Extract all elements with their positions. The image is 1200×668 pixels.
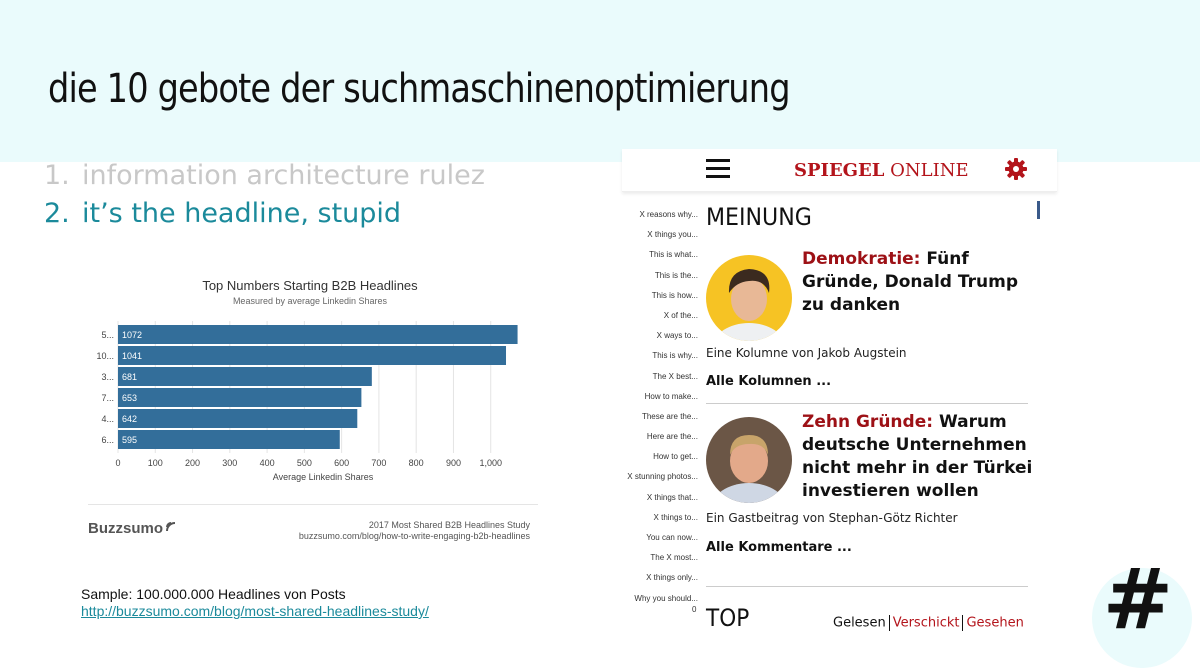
x-tick-label: 100 [148,458,163,468]
headline-phrase: X things only... [646,573,698,583]
x-axis-label: Average Linkedin Shares [273,472,374,482]
list-text: information architecture rulez [82,160,485,191]
list-number: 2. [44,198,70,229]
headline-phrase: This is what... [649,250,698,260]
separator [706,586,1028,587]
article-byline: Ein Gastbeitrag von Stephan-Götz Richter [706,511,958,525]
bar [118,388,362,407]
headline-phrase: X stunning photos... [627,472,698,482]
category-label: 4... [101,414,114,424]
chart-title: Top Numbers Starting B2B Headlines [202,278,418,293]
article-byline: Eine Kolumne von Jakob Augstein [706,346,907,360]
headline-phrase: X things to... [653,512,698,522]
headline-phrase: X things you... [647,230,698,240]
hashtag-badge-bg [1092,568,1192,668]
bar-value-label: 595 [122,435,137,445]
bar-value-label: 642 [122,414,137,424]
bar [118,367,372,386]
headline-phrase: The X best... [652,371,698,381]
bar-value-label: 681 [122,372,137,382]
x-tick-label: 0 [115,458,120,468]
slide-title: die 10 gebote der suchmaschinenoptimieru… [48,66,791,112]
author-avatar[interactable] [706,255,792,341]
category-label: 5... [101,330,114,340]
gear-icon[interactable] [1004,157,1028,181]
x-tick-label: 500 [297,458,312,468]
headline-phrase: X reasons why... [639,210,698,219]
section-title: MEINUNG [706,203,812,231]
x-tick-label: 600 [334,458,349,468]
top-tabs: Gelesen Verschickt Gesehen [833,615,1024,631]
headline-phrase: This is why... [652,351,698,361]
headline-phrase: How to get... [653,452,698,462]
article-headline[interactable]: Demokratie: Fünf Gründe, Donald Trump zu… [802,249,1018,315]
headline-phrase: X ways to... [656,331,698,341]
tab-verschickt[interactable]: Verschickt [892,615,960,631]
x-tick-label: 800 [409,458,424,468]
headline-phrase: These are the... [641,411,698,421]
bar-value-label: 1072 [122,330,142,340]
x-tick-label: 1,000 [479,458,502,468]
hamburger-icon[interactable] [706,159,730,179]
category-label: 3... [101,372,114,382]
phone-screenshot: SPIEGEL ONLINE X reasons why... X things … [622,149,1057,661]
tab-gesehen[interactable]: Gesehen [966,615,1024,631]
sample-link[interactable]: http://buzzsumo.com/blog/most-shared-hea… [81,603,429,619]
headline-phrase: This is the... [654,270,698,280]
headline-phrase: X of the... [663,310,698,320]
x-tick-label: 900 [446,458,461,468]
bar [118,409,358,428]
bar [118,325,518,344]
header-band [0,0,1200,162]
headline-phrase: You can now... [646,533,698,542]
chart-subtitle: Measured by average Linkedin Shares [232,296,388,306]
headline-phrase: X things that... [646,492,698,502]
sample-text: Sample: 100.000.000 Headlines von Posts [81,586,346,602]
spiegel-online-logo[interactable]: SPIEGEL ONLINE [794,160,969,181]
all-columns-link[interactable]: Alle Kolumnen ... [706,374,832,389]
buzzsumo-logo: Buzzsumo [88,520,178,537]
list-text: it’s the headline, stupid [82,198,402,229]
chart-source: 2017 Most Shared B2B Headlines Study buz… [250,520,530,542]
category-label: 7... [101,393,114,403]
chart-divider [88,504,538,505]
axis-zero: 0 [692,605,697,614]
list-item-1: 1. information architecture rulez [44,160,485,191]
author-avatar[interactable] [706,417,792,503]
headline-phrase: The X most... [650,553,698,563]
all-comments-link[interactable]: Alle Kommentare ... [706,540,852,555]
bar-chart: Top Numbers Starting B2B Headlines Measu… [80,270,550,550]
source-line-1: 2017 Most Shared B2B Headlines Study [368,520,530,530]
article-headline[interactable]: Zehn Gründe: Warum deutsche Unternehmen … [802,412,1033,501]
source-line-2: buzzsumo.com/blog/how-to-write-engaging-… [298,531,530,541]
list-number: 1. [44,160,70,191]
signal-icon [166,522,176,532]
headline-phrase: Why you should... [634,593,698,603]
category-label: 6... [101,435,114,445]
list-item-2: 2. it’s the headline, stupid [44,198,401,229]
top-section-title: TOP [706,604,750,632]
bar [118,430,340,449]
headline-phrase: How to make... [644,391,698,401]
tab-gelesen[interactable]: Gelesen [833,615,886,631]
bar-value-label: 1041 [122,351,142,361]
scroll-indicator [1037,201,1040,219]
chart-plot: 0 100 200 300 400 500 600 700 800 900 1,000 1072 5..… [96,321,518,482]
x-tick-label: 700 [371,458,386,468]
headline-phrase: Here are the... [646,432,698,442]
separator [706,403,1028,404]
category-label: 10... [96,351,114,361]
bar [118,346,507,365]
x-tick-label: 400 [260,458,275,468]
x-tick-label: 200 [185,458,200,468]
hashtag-icon: # [1102,550,1174,648]
bar-value-label: 653 [122,393,137,403]
headline-phrase-list: X reasons why... X things you... This is w… [622,205,698,609]
phone-header: SPIEGEL ONLINE [622,149,1057,192]
headline-phrase: This is how... [651,290,698,300]
x-tick-label: 300 [222,458,237,468]
